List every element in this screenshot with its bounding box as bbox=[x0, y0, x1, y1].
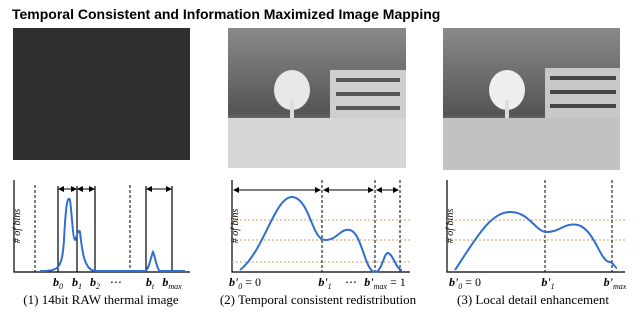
tick-base: b bbox=[72, 275, 78, 289]
tick-label: b'0 = 0 bbox=[449, 275, 481, 291]
tick-base: b bbox=[162, 275, 168, 289]
caption: (3) Local detail enhancement bbox=[457, 292, 609, 307]
tick-label: b2 bbox=[90, 275, 100, 291]
histogram-plot-2 bbox=[231, 180, 410, 274]
tick-text: ⋯ bbox=[344, 275, 356, 289]
tick-label: b'0 = 0 bbox=[229, 275, 261, 291]
tick-label: b0 bbox=[53, 275, 63, 291]
tick-sub: t bbox=[152, 282, 155, 291]
tick-base: b bbox=[90, 275, 96, 289]
tick-label: bt bbox=[146, 275, 155, 291]
tick-label: bmax bbox=[162, 275, 182, 291]
tick-base: b' bbox=[449, 275, 459, 289]
tick-base: b bbox=[146, 275, 152, 289]
caption: (1) 14bit RAW thermal image bbox=[23, 292, 179, 307]
tick-label: b'max = 1 bbox=[364, 275, 405, 291]
histogram-plot-1 bbox=[13, 180, 190, 273]
raw-image bbox=[13, 28, 190, 160]
tick-suffix: = 0 bbox=[462, 275, 481, 289]
tick-sub: 0 bbox=[238, 282, 242, 291]
tick-label: b'1 bbox=[318, 275, 331, 291]
histogram-plot-3 bbox=[446, 180, 625, 273]
enhanced-image bbox=[443, 28, 620, 170]
figure-title: Temporal Consistent and Information Maxi… bbox=[12, 6, 440, 22]
tick-label: ⋯ bbox=[344, 275, 356, 289]
tick-sub: max bbox=[613, 282, 627, 291]
tick-sub: 0 bbox=[458, 282, 462, 291]
tick-label: b1 bbox=[72, 275, 82, 291]
tick-sub: 2 bbox=[96, 282, 100, 291]
tick-sub: 1 bbox=[78, 282, 82, 291]
tick-label: ⋯ bbox=[109, 275, 121, 289]
tick-sub: 0 bbox=[59, 282, 63, 291]
tick-base: b' bbox=[541, 275, 551, 289]
tick-base: b' bbox=[318, 275, 328, 289]
tick-label: b'1 bbox=[541, 275, 554, 291]
redistributed-image bbox=[228, 28, 406, 168]
y-axis-label: # of bins bbox=[230, 209, 241, 244]
tick-label: b'max bbox=[604, 275, 627, 291]
tick-sub: 1 bbox=[551, 282, 555, 291]
tick-sub: 1 bbox=[328, 282, 332, 291]
tick-base: b bbox=[53, 275, 59, 289]
tick-sub: max bbox=[168, 282, 182, 291]
y-axis-label: # of bins bbox=[445, 209, 456, 244]
tick-text: ⋯ bbox=[109, 275, 121, 289]
tick-base: b' bbox=[604, 275, 614, 289]
y-axis-label: # of bins bbox=[12, 209, 23, 244]
caption: (2) Temporal consistent redistribution bbox=[220, 292, 417, 307]
tick-base: b' bbox=[364, 275, 374, 289]
tick-suffix: = 1 bbox=[387, 275, 406, 289]
tick-base: b' bbox=[229, 275, 239, 289]
tick-sub: max bbox=[374, 282, 388, 291]
tick-suffix: = 0 bbox=[242, 275, 261, 289]
